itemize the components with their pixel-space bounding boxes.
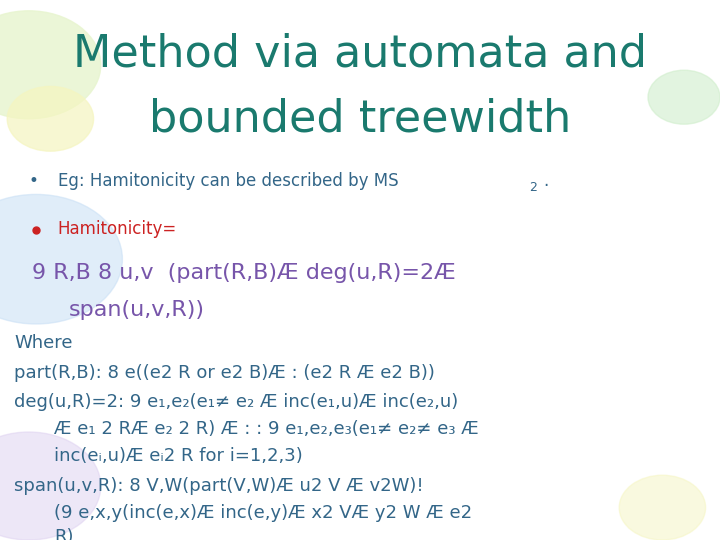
Circle shape	[648, 70, 720, 124]
Text: •: •	[29, 172, 39, 190]
Circle shape	[7, 86, 94, 151]
Text: Where: Where	[14, 334, 73, 352]
Text: inc(eᵢ,u)Æ eᵢ2 R for i=1,2,3): inc(eᵢ,u)Æ eᵢ2 R for i=1,2,3)	[54, 447, 302, 465]
Text: Eg: Hamitonicity can be described by MS: Eg: Hamitonicity can be described by MS	[58, 172, 398, 190]
Text: R): R)	[54, 528, 73, 540]
Text: part(R,B): 8 e((e2 R or e2 B)Æ : (e2 R Æ e2 B)): part(R,B): 8 e((e2 R or e2 B)Æ : (e2 R Æ…	[14, 363, 436, 382]
Circle shape	[0, 432, 101, 540]
Text: Æ e₁ 2 RÆ e₂ 2 R) Æ : : 9 e₁,e₂,e₃(e₁≠ e₂≠ e₃ Æ: Æ e₁ 2 RÆ e₂ 2 R) Æ : : 9 e₁,e₂,e₃(e₁≠ e…	[54, 420, 479, 438]
Text: deg(u,R)=2: 9 e₁,e₂(e₁≠ e₂ Æ inc(e₁,u)Æ inc(e₂,u): deg(u,R)=2: 9 e₁,e₂(e₁≠ e₂ Æ inc(e₁,u)Æ …	[14, 393, 459, 411]
Text: 2: 2	[529, 181, 537, 194]
Text: span(u,v,R): 8 V,W(part(V,W)Æ u2 V Æ v2W)!: span(u,v,R): 8 V,W(part(V,W)Æ u2 V Æ v2W…	[14, 477, 424, 495]
Text: Method via automata and: Method via automata and	[73, 32, 647, 76]
Circle shape	[619, 475, 706, 540]
Text: (9 e,x,y(inc(e,x)Æ inc(e,y)Æ x2 VÆ y2 W Æ e2: (9 e,x,y(inc(e,x)Æ inc(e,y)Æ x2 VÆ y2 W …	[54, 504, 472, 522]
Text: bounded treewidth: bounded treewidth	[149, 97, 571, 140]
Circle shape	[0, 194, 122, 324]
Text: 9 R,B 8 u,v  (part(R,B)Æ deg(u,R)=2Æ: 9 R,B 8 u,v (part(R,B)Æ deg(u,R)=2Æ	[32, 262, 456, 283]
Text: .: .	[543, 172, 548, 190]
Text: span(u,v,R)): span(u,v,R))	[68, 300, 204, 321]
Circle shape	[0, 11, 101, 119]
Text: Hamitonicity=: Hamitonicity=	[58, 220, 177, 239]
